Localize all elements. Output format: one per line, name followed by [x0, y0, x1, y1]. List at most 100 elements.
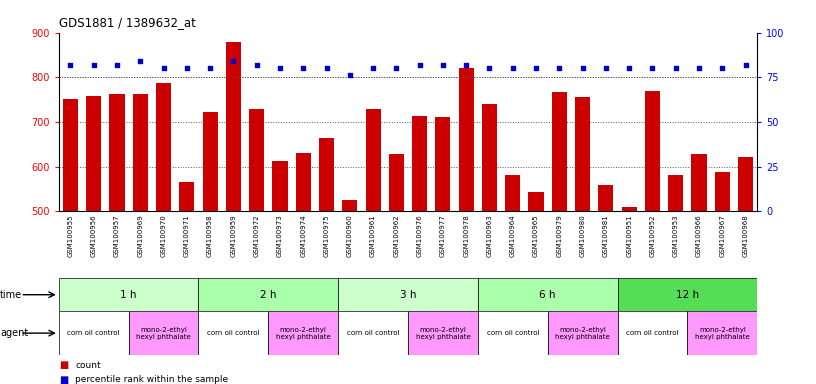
Bar [86, 96, 101, 211]
Text: mono-2-ethyl
hexyl phthalate: mono-2-ethyl hexyl phthalate [415, 327, 470, 339]
Point [273, 65, 286, 71]
Text: GSM100978: GSM100978 [463, 215, 469, 257]
Bar [478, 311, 548, 355]
Text: GSM100959: GSM100959 [230, 215, 237, 257]
Bar [552, 91, 567, 211]
Point [693, 65, 706, 71]
Point [600, 65, 613, 71]
Text: GSM100960: GSM100960 [347, 215, 353, 257]
Bar [268, 311, 338, 355]
Point [251, 62, 264, 68]
Point [180, 65, 193, 71]
Point [437, 62, 450, 68]
Text: GSM100979: GSM100979 [557, 215, 562, 257]
Bar [715, 172, 730, 211]
Bar [338, 311, 408, 355]
Point [646, 65, 659, 71]
Point [413, 62, 426, 68]
Point [134, 58, 147, 64]
Point [344, 73, 357, 79]
Text: 3 h: 3 h [400, 290, 416, 300]
Text: 2 h: 2 h [260, 290, 277, 300]
Point [297, 65, 310, 71]
Point [552, 65, 565, 71]
Text: percentile rank within the sample: percentile rank within the sample [75, 375, 228, 384]
Bar [529, 192, 543, 211]
Point [320, 65, 333, 71]
Bar [412, 116, 428, 211]
Bar [366, 109, 380, 211]
Point [366, 65, 379, 71]
Bar [687, 311, 757, 355]
Bar [273, 161, 287, 211]
Text: GSM100971: GSM100971 [184, 215, 190, 257]
Bar [156, 83, 171, 211]
Bar [478, 278, 618, 311]
Bar [482, 104, 497, 211]
Text: ■: ■ [59, 360, 68, 370]
Bar [202, 112, 218, 211]
Text: count: count [75, 361, 100, 370]
Text: GSM100961: GSM100961 [370, 215, 376, 257]
Text: GSM100980: GSM100980 [579, 215, 586, 257]
Bar [668, 175, 683, 211]
Text: corn oil control: corn oil control [626, 330, 679, 336]
Text: GSM100963: GSM100963 [486, 215, 493, 257]
Text: GSM100953: GSM100953 [672, 215, 679, 257]
Bar [319, 137, 334, 211]
Text: mono-2-ethyl
hexyl phthalate: mono-2-ethyl hexyl phthalate [136, 327, 191, 339]
Point [530, 65, 543, 71]
Point [203, 65, 216, 71]
Bar [598, 185, 614, 211]
Text: ■: ■ [59, 375, 68, 384]
Text: GDS1881 / 1389632_at: GDS1881 / 1389632_at [59, 16, 196, 29]
Text: corn oil control: corn oil control [486, 330, 539, 336]
Bar [59, 311, 129, 355]
Text: 12 h: 12 h [676, 290, 699, 300]
Point [390, 65, 403, 71]
Text: 1 h: 1 h [120, 290, 137, 300]
Text: 6 h: 6 h [539, 290, 556, 300]
Text: mono-2-ethyl
hexyl phthalate: mono-2-ethyl hexyl phthalate [555, 327, 610, 339]
Point [227, 58, 240, 64]
Text: GSM100964: GSM100964 [510, 215, 516, 257]
Point [87, 62, 100, 68]
Text: agent: agent [0, 328, 29, 338]
Bar [198, 311, 268, 355]
Text: GSM100973: GSM100973 [277, 215, 283, 257]
Bar [622, 207, 636, 211]
Text: GSM100967: GSM100967 [720, 215, 725, 257]
Point [64, 62, 77, 68]
Bar [505, 175, 521, 211]
Bar [133, 94, 148, 211]
Bar [548, 311, 618, 355]
Bar [408, 311, 478, 355]
Bar [459, 68, 474, 211]
Bar [338, 278, 478, 311]
Bar [645, 91, 660, 211]
Point [576, 65, 589, 71]
Point [483, 65, 496, 71]
Bar [436, 118, 450, 211]
Text: GSM100958: GSM100958 [207, 215, 213, 257]
Bar [575, 97, 590, 211]
Bar [226, 43, 241, 211]
Bar [618, 278, 757, 311]
Text: corn oil control: corn oil control [347, 330, 399, 336]
Bar [180, 182, 194, 211]
Bar [738, 157, 753, 211]
Text: GSM100966: GSM100966 [696, 215, 702, 257]
Text: mono-2-ethyl
hexyl phthalate: mono-2-ethyl hexyl phthalate [695, 327, 750, 339]
Point [110, 62, 123, 68]
Text: GSM100974: GSM100974 [300, 215, 306, 257]
Text: time: time [0, 290, 22, 300]
Text: GSM100955: GSM100955 [68, 215, 73, 257]
Point [669, 65, 682, 71]
Text: corn oil control: corn oil control [207, 330, 259, 336]
Text: GSM100956: GSM100956 [91, 215, 96, 257]
Text: GSM100969: GSM100969 [137, 215, 144, 257]
Bar [63, 99, 78, 211]
Point [716, 65, 729, 71]
Text: GSM100977: GSM100977 [440, 215, 446, 257]
Text: GSM100972: GSM100972 [254, 215, 259, 257]
